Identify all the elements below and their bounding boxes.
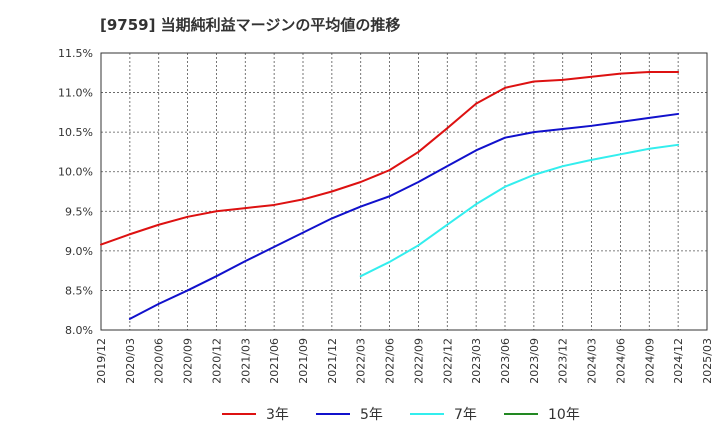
plot-border	[100, 52, 708, 331]
x-tick-label: 2025/03	[701, 338, 714, 384]
y-tick-label: 8.5%	[65, 284, 93, 297]
y-tick-label: 8.0%	[65, 324, 93, 337]
x-tick-label: 2020/12	[210, 338, 223, 384]
x-tick-label: 2020/03	[124, 338, 137, 384]
x-tick-label: 2019/12	[95, 338, 108, 384]
chart-title: [9759] 当期純利益マージンの平均値の推移	[100, 16, 401, 34]
y-tick-label: 10.0%	[58, 166, 93, 179]
x-tick-label: 2021/09	[297, 338, 310, 384]
x-tick-label: 2021/12	[326, 338, 339, 384]
x-tick-label: 2024/12	[672, 338, 685, 384]
y-axis: 8.0% 8.5% 9.0% 9.5% 10.0% 10.5% 11.0% 11.5%	[58, 47, 93, 337]
x-tick-label: 2021/06	[268, 338, 281, 384]
legend-label: 7年	[454, 407, 477, 423]
x-tick-label: 2022/12	[441, 338, 454, 384]
x-tick-label: 2023/09	[528, 338, 541, 384]
y-tick-label: 11.5%	[58, 47, 93, 60]
x-tick-label: 2023/12	[557, 338, 570, 384]
x-tick-label: 2022/09	[412, 338, 425, 384]
legend-label: 5年	[360, 407, 383, 423]
x-tick-label: 2022/03	[355, 338, 368, 384]
x-tick-label: 2023/03	[470, 338, 483, 384]
x-tick-label: 2020/06	[153, 338, 166, 384]
x-tick-label: 2023/06	[499, 338, 512, 384]
x-axis: 2019/12 2020/03 2020/06 2020/09 2020/12 2021/…	[95, 338, 714, 384]
series-line-7年	[359, 143, 680, 278]
x-tick-label: 2021/03	[239, 338, 252, 384]
x-tick-label: 2024/06	[614, 338, 627, 384]
x-tick-label: 2024/09	[643, 338, 656, 384]
x-tick-label: 2022/06	[384, 338, 397, 384]
legend-label: 10年	[548, 407, 580, 423]
legend-label: 3年	[266, 407, 289, 423]
y-tick-label: 9.5%	[65, 205, 93, 218]
series-line-3年	[100, 70, 680, 246]
legend: 3年 5年 7年 10年	[222, 407, 580, 423]
series-lines	[100, 70, 680, 320]
y-tick-label: 9.0%	[65, 245, 93, 258]
x-tick-label: 2024/03	[586, 338, 599, 384]
x-tick-label: 2020/09	[182, 338, 195, 384]
series-line-5年	[128, 112, 680, 320]
y-tick-label: 11.0%	[58, 87, 93, 100]
y-tick-label: 10.5%	[58, 126, 93, 139]
